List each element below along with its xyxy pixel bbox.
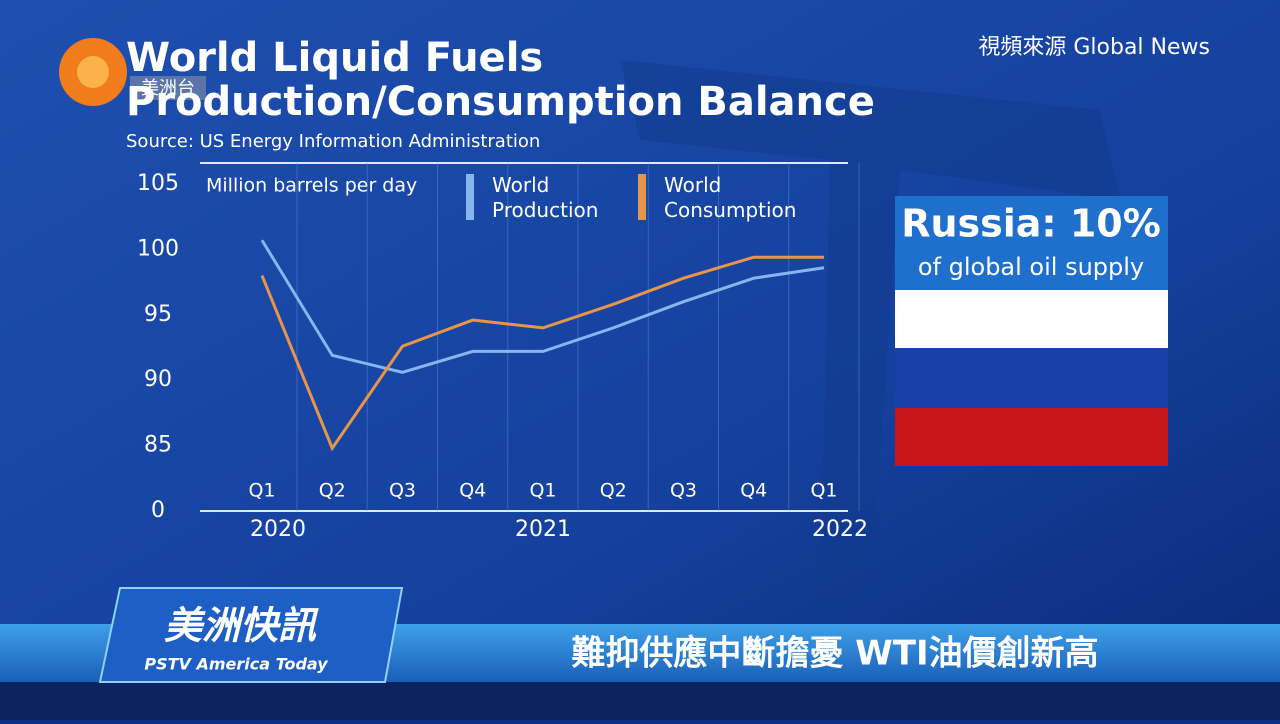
x-tick-label: Q3	[389, 480, 416, 502]
flag-blue	[895, 348, 1168, 408]
y-tick-label: 105	[137, 171, 179, 196]
x-tick-label: Q1	[248, 480, 275, 502]
logo-text: 美洲台	[141, 78, 195, 99]
y-tick-label: 100	[137, 236, 179, 261]
x-tick-label: Q2	[600, 480, 627, 502]
y-tick-label: 90	[144, 367, 172, 392]
pumpjack-silhouette	[620, 60, 1120, 600]
callout-text: of global oil supply	[918, 253, 1144, 281]
x-tick-label: Q1	[529, 480, 556, 502]
legend-label: World Production	[492, 173, 598, 222]
plot: 0 85 90 95 100 105 Q1 Q2 Q3 Q4 Q1 Q2 Q3 Q4 Q1 2020 2021 2…	[137, 163, 868, 542]
source-credit: 視頻來源 Global News	[978, 35, 1210, 60]
flag-white	[895, 290, 1168, 348]
y-tick-label: 0	[151, 498, 165, 523]
x-tick-label: Q4	[459, 480, 486, 502]
legend-swatch	[638, 174, 646, 220]
ticker-brand-sub: PSTV America Today	[144, 655, 328, 674]
legend-label: World Consumption	[664, 173, 796, 222]
y-tick-label: 95	[144, 302, 172, 327]
chart-source: Source: US Energy Information Administra…	[126, 131, 540, 152]
chart-subtitle: Production/Consumption Balance	[126, 79, 875, 125]
ticker-brand-box	[98, 587, 404, 683]
x-tick-label: Q2	[319, 480, 346, 502]
series-line	[260, 239, 825, 374]
chart-title: World Liquid Fuels	[126, 35, 543, 81]
ticker-brand: 美洲快訊	[164, 604, 319, 648]
callout-header	[895, 196, 1168, 290]
callout-title: Russia: 10%	[901, 202, 1161, 246]
y-axis-label: Million barrels per day	[206, 175, 417, 197]
series-line	[260, 255, 824, 452]
flag-red	[895, 408, 1168, 466]
ticker-base	[0, 682, 1280, 720]
x-group-label: 2021	[515, 517, 571, 542]
y-tick-label: 85	[144, 433, 172, 458]
x-group-label: 2020	[250, 517, 306, 542]
logo-box	[130, 76, 206, 100]
x-tick-label: Q4	[740, 480, 767, 502]
ticker-headline: 難抑供應中斷擔憂 WTI油價創新高	[571, 634, 1098, 674]
x-tick-label: Q1	[810, 480, 837, 502]
x-tick-label: Q3	[670, 480, 697, 502]
x-group-label: 2022	[812, 517, 868, 542]
logo-inner	[77, 56, 109, 88]
legend-swatch	[466, 174, 474, 220]
